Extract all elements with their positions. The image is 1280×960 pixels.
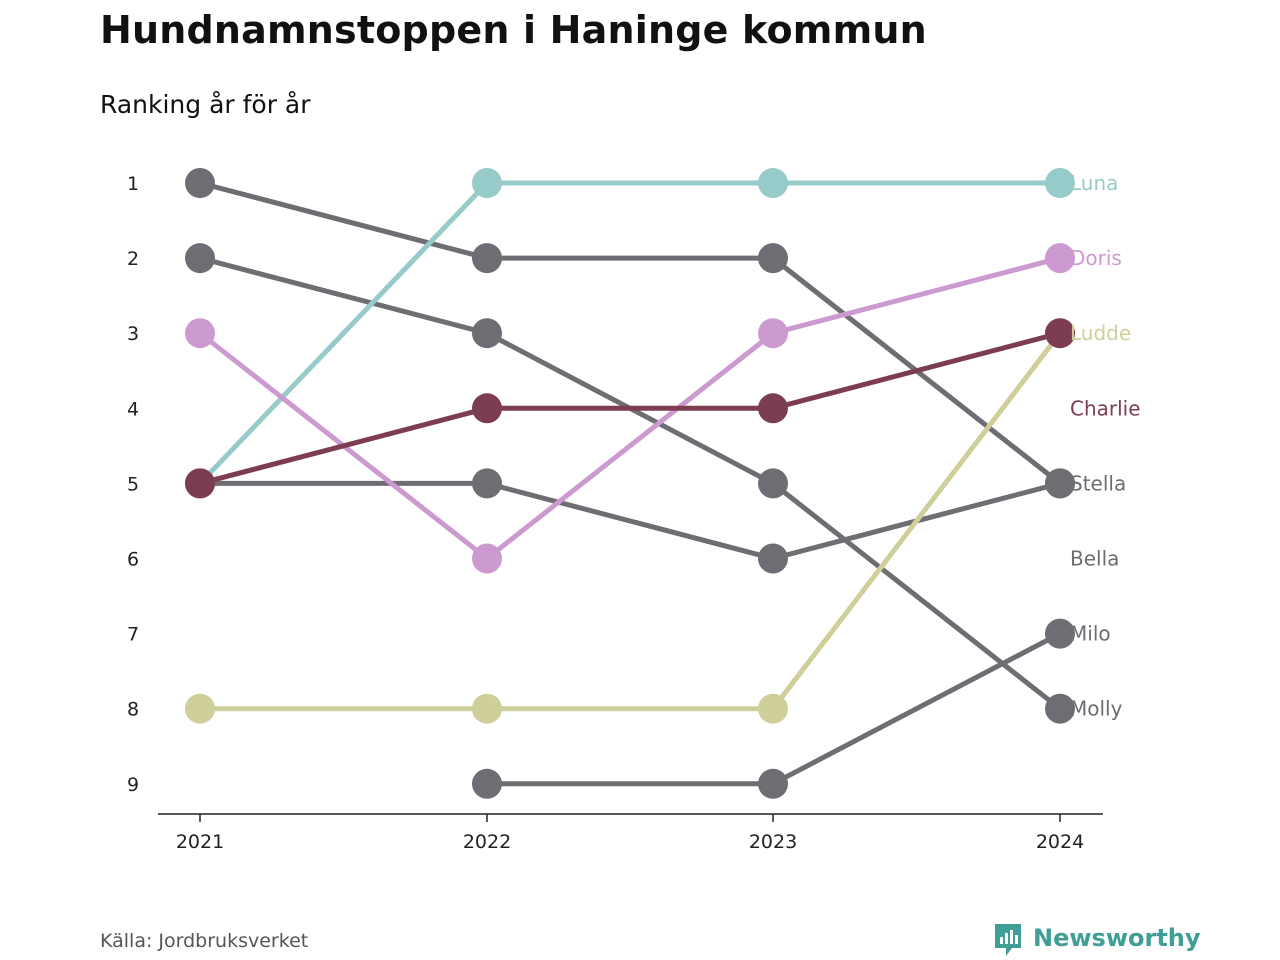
data-point-stella: [472, 318, 502, 349]
data-point-ludde: [185, 693, 215, 724]
data-point-bella: [758, 543, 788, 574]
data-point-charlie: [185, 468, 215, 499]
y-tick-label: 5: [127, 473, 139, 495]
series-line-charlie: [197, 330, 1063, 486]
series-line-bella: [197, 480, 1063, 561]
series-label-molly: Molly: [1070, 697, 1123, 721]
data-point-ludde: [758, 693, 788, 724]
data-point-milo: [1045, 618, 1075, 649]
data-point-ludde: [472, 693, 502, 724]
series-line-luna: [197, 180, 1063, 486]
data-point-charlie: [758, 393, 788, 424]
data-point-luna: [472, 168, 502, 198]
series-line-molly: [197, 180, 1063, 486]
brand-name: Newsworthy: [1033, 924, 1201, 952]
data-point-stella: [185, 243, 215, 274]
data-point-molly: [472, 243, 502, 274]
series-label-luna: Luna: [1070, 171, 1118, 195]
series-label-bella: Bella: [1070, 547, 1119, 571]
data-point-bella: [472, 468, 502, 499]
data-point-doris: [758, 318, 788, 349]
y-tick-label: 6: [127, 549, 139, 571]
bar-chart-bubble-icon: [995, 924, 1021, 956]
brand-logo[interactable]: Newsworthy: [993, 922, 1201, 960]
data-point-luna: [1045, 168, 1075, 198]
y-tick-label: 2: [127, 248, 139, 270]
series-label-stella: Stella: [1070, 471, 1126, 495]
data-point-doris: [1045, 243, 1075, 274]
data-point-charlie: [1045, 318, 1075, 349]
series-label-doris: Doris: [1070, 246, 1122, 270]
series-line-ludde: [197, 330, 1063, 712]
series-label-milo: Milo: [1070, 622, 1111, 646]
data-point-milo: [472, 768, 502, 799]
y-tick-label: 7: [127, 624, 139, 646]
x-tick-label: 2023: [749, 831, 797, 853]
y-tick-label: 3: [127, 323, 139, 345]
chart-title: Hundnamnstoppen i Haninge kommun: [100, 8, 927, 52]
data-point-stella: [1045, 693, 1075, 724]
series-label-ludde: Ludde: [1070, 321, 1131, 345]
x-tick-label: 2024: [1036, 831, 1084, 853]
data-point-molly: [185, 168, 215, 198]
y-tick-label: 8: [127, 699, 139, 721]
data-point-molly: [1045, 468, 1075, 499]
chart-subtitle: Ranking år för år: [100, 90, 311, 119]
x-tick-label: 2021: [176, 831, 224, 853]
data-point-doris: [472, 543, 502, 574]
data-point-milo: [758, 768, 788, 799]
x-tick-label: 2022: [463, 831, 511, 853]
y-tick-label: 4: [127, 398, 139, 420]
data-point-molly: [758, 243, 788, 274]
source-note: Källa: Jordbruksverket: [100, 930, 309, 952]
y-tick-label: 1: [127, 173, 139, 195]
data-point-doris: [185, 318, 215, 349]
data-point-stella: [758, 468, 788, 499]
series-label-charlie: Charlie: [1070, 396, 1141, 420]
y-tick-label: 9: [127, 774, 139, 796]
data-point-luna: [758, 168, 788, 198]
data-point-charlie: [472, 393, 502, 424]
